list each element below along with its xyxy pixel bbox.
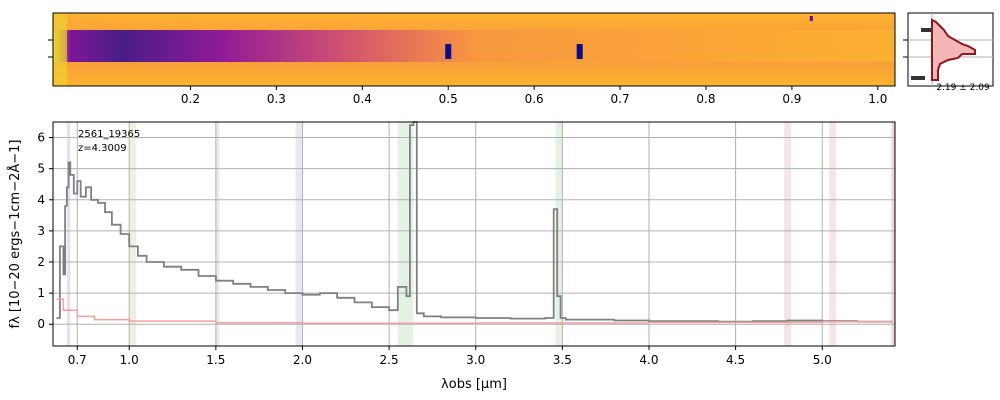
- y-axis-tick-label: 6: [37, 131, 45, 145]
- emission-line-band: [397, 122, 414, 346]
- 1d-plot-frame: [52, 121, 896, 347]
- 2d-spectrum-frame: [52, 12, 896, 87]
- x-axis-tick-label: 3.5: [553, 353, 572, 367]
- x-axis-tick-label: 3.0: [466, 353, 485, 367]
- profile-histogram-panel: 2.19 ± 2.09: [903, 12, 994, 93]
- x-axis-tick-label: 4.5: [726, 353, 745, 367]
- top-axis-tick-label: 0.2: [181, 92, 200, 106]
- top-axis-tick-label: 0.9: [782, 92, 801, 106]
- top-axis-tick-label: 1.0: [868, 92, 887, 106]
- emission-line-band: [891, 122, 895, 346]
- y-axis-tick-label: 3: [37, 224, 45, 238]
- y-axis-label: fλ [10−20 ergs−1cm−2Å−1]: [7, 140, 23, 329]
- profile-histogram-area: [931, 18, 976, 81]
- emission-line-band: [215, 122, 220, 346]
- 2d-emission-feature: [576, 44, 583, 59]
- top-axis-tick-label: 0.7: [611, 92, 630, 106]
- 2d-spectrum-edge-noise: [53, 13, 67, 86]
- 1d-plot-area: [53, 122, 895, 346]
- x-axis-tick-label: 2.0: [293, 353, 312, 367]
- profile-annotation: 2.19 ± 2.09: [936, 83, 990, 93]
- redshift-label: z=4.3009: [78, 143, 127, 154]
- x-axis-tick-label: 1.0: [120, 353, 139, 367]
- top-axis-tick-label: 0.4: [353, 92, 372, 106]
- y-axis-tick-label: 1: [37, 286, 45, 300]
- emission-line-band: [829, 122, 837, 346]
- 2d-spectrum-panel: 0.2 0.3 0.4 0.5 0.6 0.7 0.8 0.9 1.0: [48, 12, 896, 106]
- 1d-spectrum-panel: 0 1 2 3 4 5 6 0.7 1.0 1.5 2.0 2.5 3.0 3.5 4.0 4.5 5.0 2…: [7, 121, 896, 392]
- x-axis-tick-label: 1.5: [206, 353, 225, 367]
- top-axis-tick-label: 0.6: [525, 92, 544, 106]
- y-axis-tick-label: 4: [37, 193, 45, 207]
- object-id-label: 2561_19365: [78, 129, 140, 140]
- profile-marker: [911, 76, 925, 80]
- y-axis-tick-label: 2: [37, 255, 45, 269]
- 2d-emission-feature: [445, 44, 452, 59]
- x-axis-tick-label: 4.0: [639, 353, 658, 367]
- x-axis-label: λobs [μm]: [441, 377, 507, 392]
- emission-line-band: [129, 122, 137, 346]
- x-axis-tick-label: 5.0: [813, 353, 832, 367]
- emission-line-band: [784, 122, 792, 346]
- 2d-emission-feature: [809, 16, 813, 21]
- y-axis-tick-label: 0: [37, 317, 45, 331]
- x-axis-tick-label: 2.5: [380, 353, 399, 367]
- x-axis-tick-label: 0.7: [68, 353, 87, 367]
- top-axis-tick-label: 0.8: [696, 92, 715, 106]
- top-axis-tick-label: 0.5: [439, 92, 458, 106]
- profile-marker: [921, 28, 931, 32]
- emission-line-band: [555, 122, 563, 346]
- emission-line-band: [66, 122, 71, 346]
- spectrum-flux-line: [56, 121, 893, 323]
- y-axis-tick-label: 5: [37, 162, 45, 176]
- 2d-spectrum-trace: [53, 30, 895, 62]
- spectrum-error-line: [56, 298, 893, 325]
- top-axis-tick-label: 0.3: [267, 92, 286, 106]
- emission-line-band: [295, 122, 303, 346]
